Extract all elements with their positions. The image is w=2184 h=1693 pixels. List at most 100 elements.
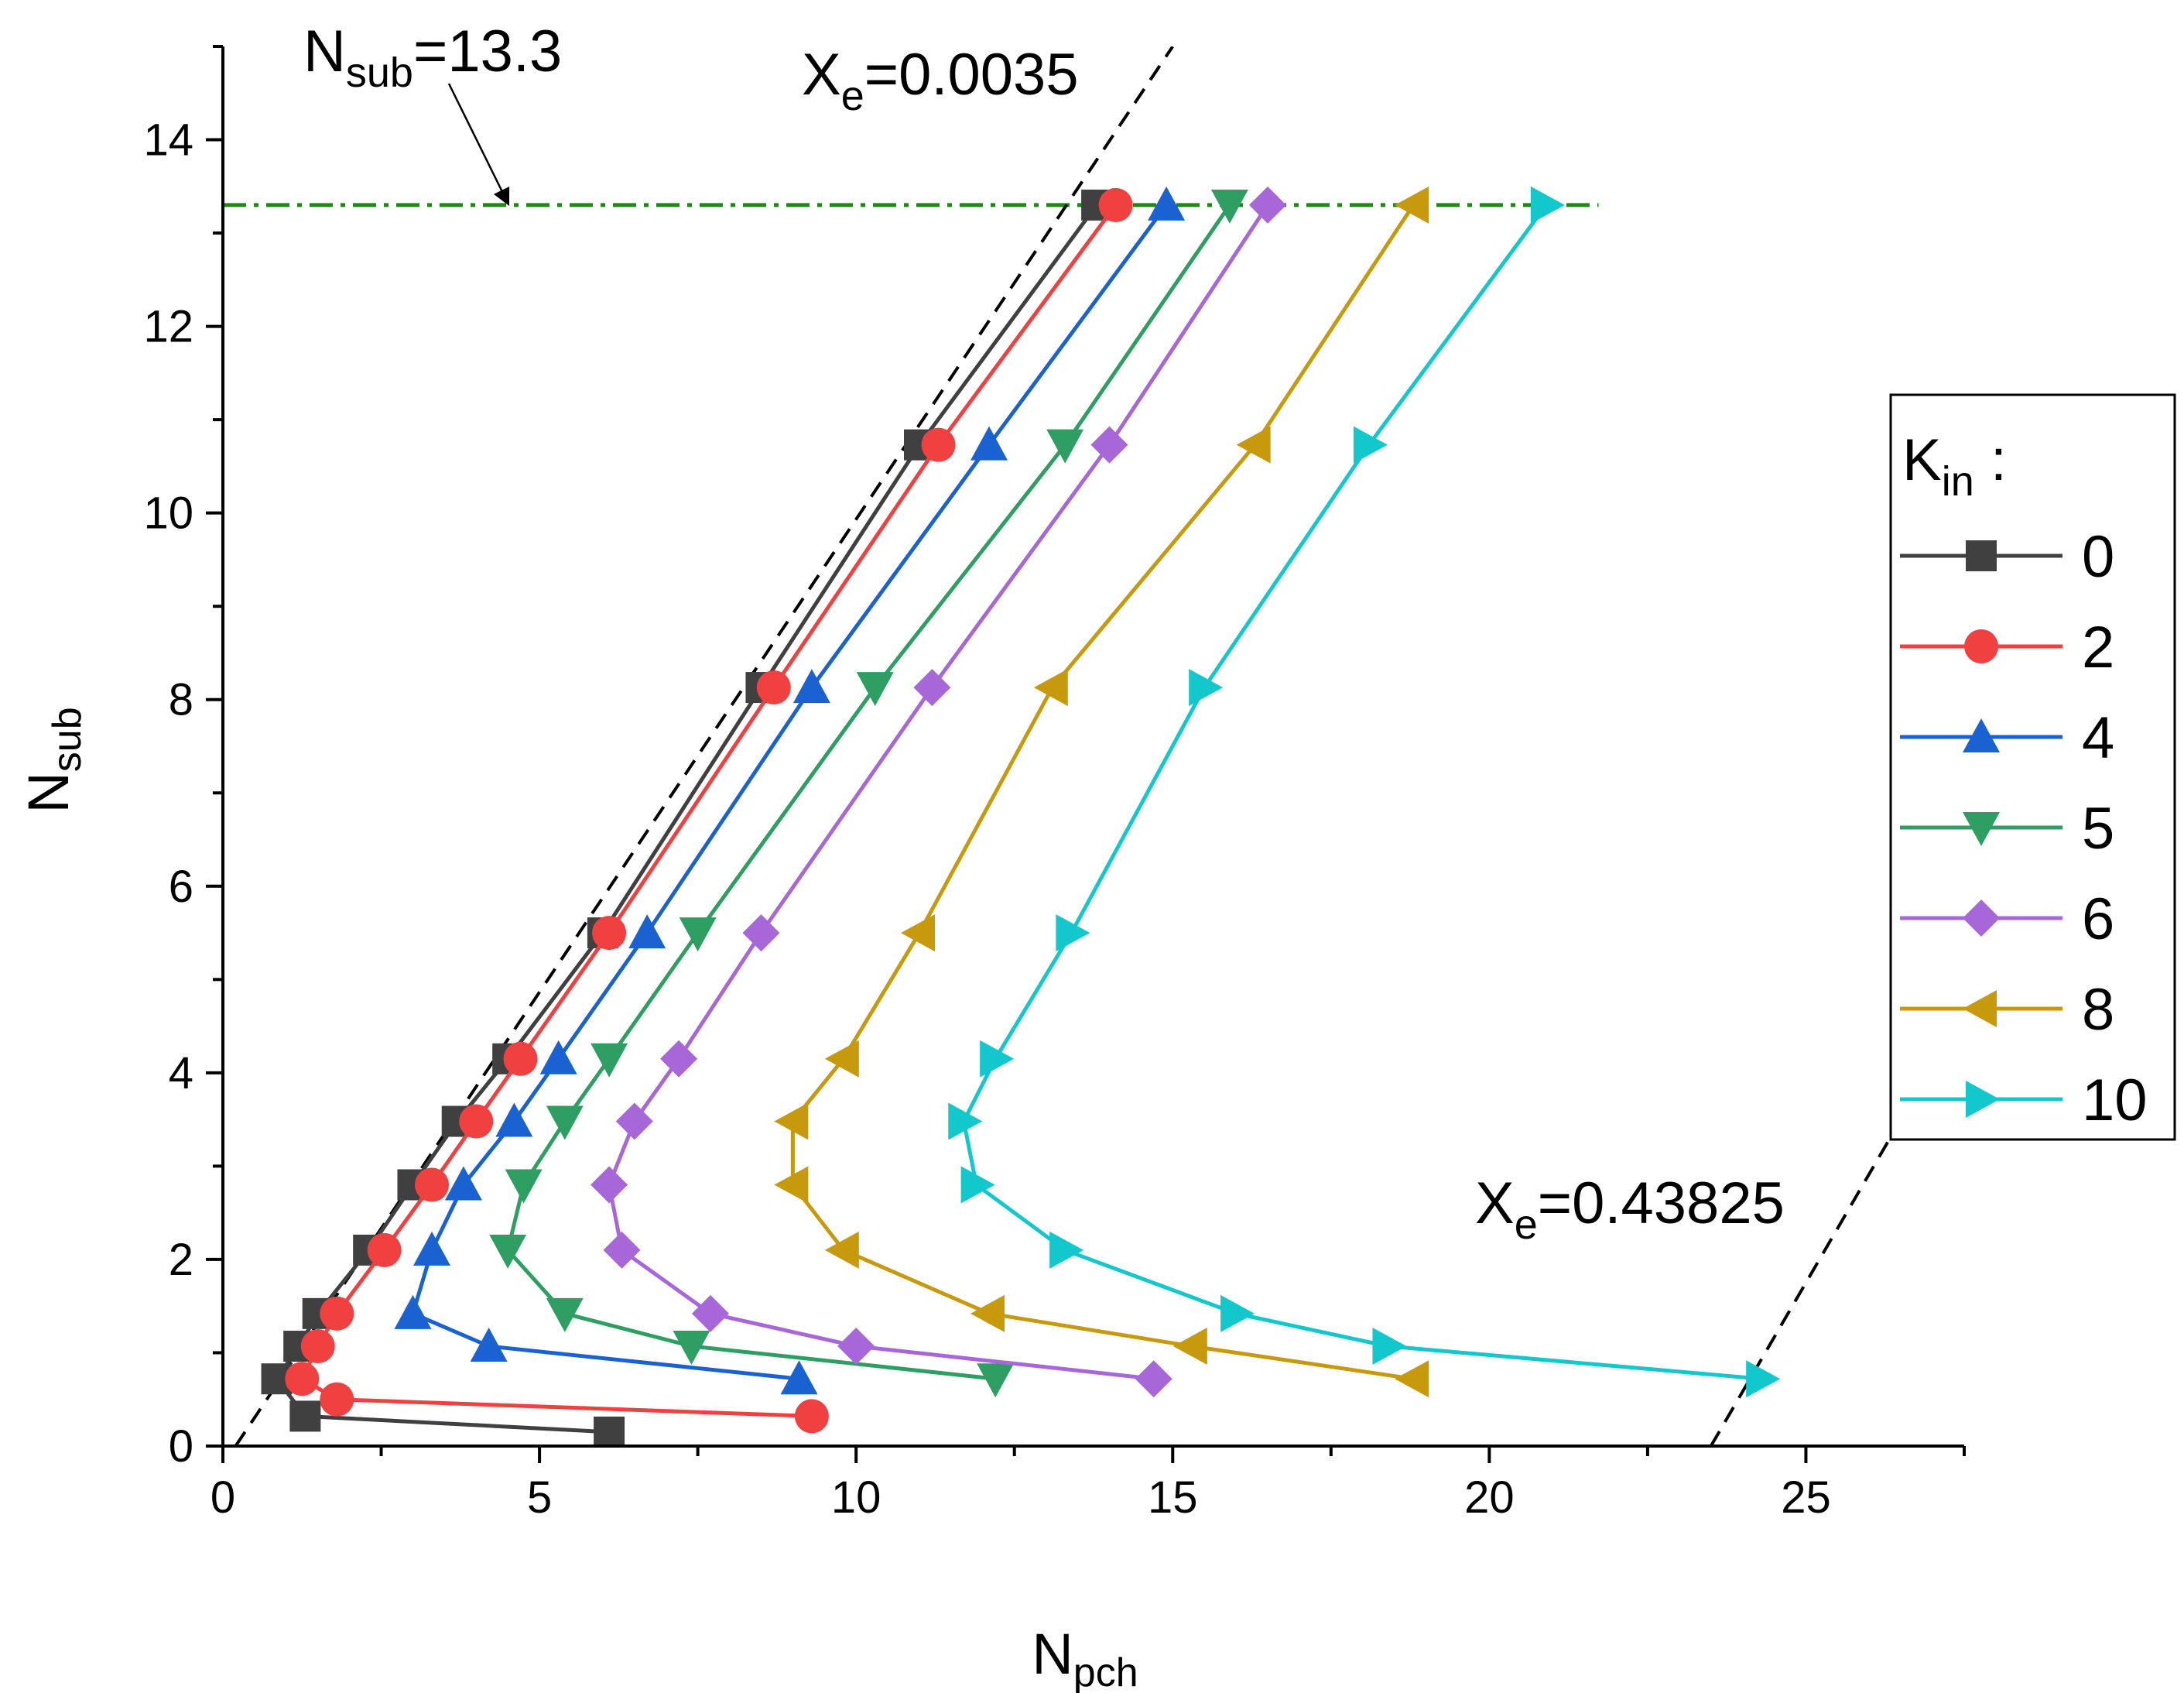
y-tick-label: 14: [143, 115, 193, 166]
data-point: [289, 1400, 321, 1432]
legend-entries: 0 2 4 5 6 8 10: [1900, 524, 2148, 1133]
series-5: [489, 189, 1248, 1398]
data-point: [489, 1234, 527, 1269]
data-point: [774, 1166, 809, 1204]
x-tick-label: 15: [1148, 1472, 1198, 1523]
data-point: [394, 1294, 432, 1329]
legend-marker: [1963, 990, 1997, 1027]
series-10: [948, 186, 1781, 1398]
x-axis-title: Npch: [1032, 1622, 1138, 1693]
data-point: [1372, 1328, 1407, 1366]
legend-label: 6: [2082, 886, 2114, 952]
y-tick-label: 12: [143, 302, 193, 352]
data-point: [615, 1102, 653, 1140]
legend-entry: 8: [1900, 977, 2114, 1043]
data-point: [1148, 186, 1186, 221]
annotation-nsub-arrow: [447, 83, 510, 207]
legend-entry: 6: [1900, 886, 2114, 952]
y-axis-title: Nsub: [16, 707, 90, 813]
axes: [221, 46, 1964, 1448]
data-point: [320, 1382, 354, 1417]
data-point: [780, 1360, 818, 1395]
data-point: [837, 1328, 875, 1366]
data-point: [546, 1297, 584, 1332]
data-point: [413, 1231, 450, 1266]
data-point: [628, 914, 666, 949]
data-point: [1220, 1294, 1255, 1332]
x-tick-label: 20: [1464, 1472, 1515, 1523]
legend-entry: 5: [1900, 796, 2114, 862]
legend-label: 2: [2082, 615, 2114, 680]
series-2: [285, 187, 1133, 1434]
y-tick-label: 6: [169, 862, 193, 912]
data-point: [1098, 187, 1133, 222]
data-point: [591, 1166, 628, 1204]
data-point: [539, 1040, 577, 1074]
legend-label: 5: [2082, 796, 2114, 862]
series-line-5: [505, 204, 1231, 1381]
data-point: [1090, 426, 1128, 464]
data-point: [1046, 429, 1084, 464]
data-point: [1189, 669, 1224, 707]
series-line-8: [790, 204, 1415, 1381]
data-point: [901, 914, 935, 952]
series-layer: [261, 186, 1781, 1446]
data-point: [756, 670, 791, 705]
legend-entry: 10: [1900, 1068, 2148, 1133]
x-tick-label: 10: [831, 1472, 881, 1523]
legend-marker: [1966, 540, 1997, 571]
series-line-4: [411, 204, 1169, 1381]
series-4: [394, 186, 1186, 1395]
data-point: [367, 1232, 402, 1267]
data-point: [1033, 669, 1068, 707]
legend-box: [1889, 393, 2176, 1141]
legend-marker: [1966, 1081, 2000, 1118]
data-point: [415, 1167, 449, 1202]
legend-entry: 4: [1900, 705, 2114, 771]
data-point: [1395, 186, 1429, 224]
series-6: [591, 186, 1286, 1398]
data-point: [794, 1399, 829, 1434]
data-point: [679, 917, 717, 952]
data-point: [320, 1296, 354, 1331]
data-point: [1236, 426, 1271, 464]
data-point: [1135, 1360, 1172, 1398]
y-tick-label: 0: [169, 1421, 193, 1472]
annotation-xe-high: Xe=0.43825: [1475, 1170, 1785, 1248]
data-point: [546, 1105, 584, 1140]
data-point: [977, 1363, 1015, 1398]
data-point: [470, 1328, 508, 1362]
data-point: [594, 1416, 625, 1446]
data-point: [505, 1169, 543, 1204]
data-point: [1172, 1328, 1207, 1366]
series-8: [774, 186, 1429, 1398]
data-point: [692, 1294, 729, 1332]
data-point: [673, 1331, 710, 1366]
data-point: [824, 1040, 859, 1078]
data-point: [856, 672, 894, 707]
annotation-nsub: Nsub=13.3: [303, 19, 562, 96]
data-point: [980, 1040, 1015, 1078]
y-tick-label: 10: [143, 488, 193, 539]
data-point: [300, 1329, 335, 1364]
series-line-6: [607, 204, 1270, 1381]
x-tick-label: 0: [211, 1472, 235, 1523]
legend-title: Kin :: [1902, 427, 2007, 505]
legend-label: 0: [2082, 524, 2114, 590]
y-tick-label: 2: [169, 1235, 193, 1285]
legend-label: 10: [2082, 1068, 2148, 1133]
data-point: [1210, 189, 1248, 224]
data-point: [591, 1043, 628, 1078]
data-point: [1531, 186, 1565, 224]
legend-label: 4: [2082, 705, 2114, 771]
data-point: [921, 427, 956, 462]
data-point: [1249, 186, 1286, 224]
data-point: [1049, 1231, 1084, 1269]
data-point: [285, 1362, 320, 1397]
axis-ticks: 0 5 10 15 20 25 0 2 4 6 8 10 12 14: [143, 45, 1966, 1523]
legend-entry: 2: [1900, 615, 2114, 680]
data-point: [960, 1166, 995, 1204]
legend: Kin : 0 2 4 5 6 8 10: [1889, 393, 2176, 1141]
data-point: [792, 669, 830, 704]
